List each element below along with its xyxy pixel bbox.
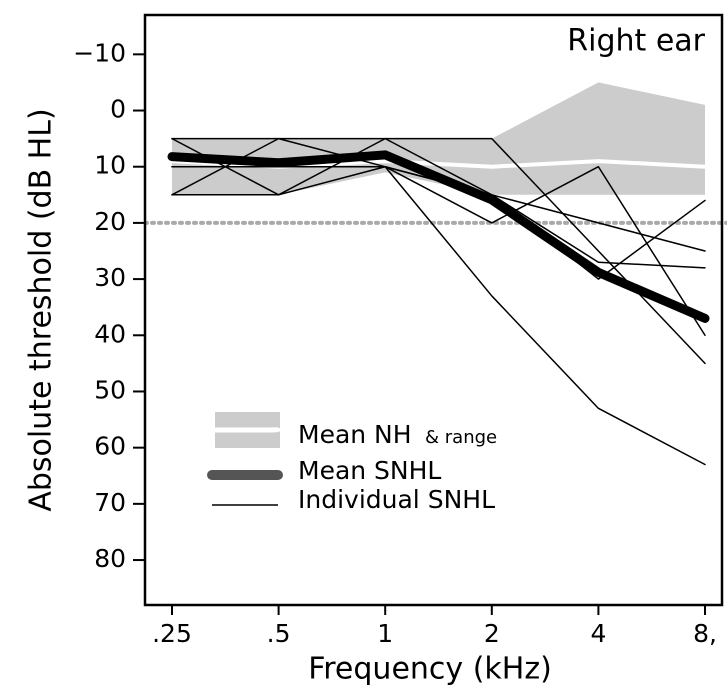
legend: Mean NH & range Mean SNHL Individual SNH… bbox=[207, 412, 497, 514]
y-tick-label: −10 bbox=[73, 38, 126, 67]
x-tick-label: 1 bbox=[377, 619, 393, 648]
y-axis-label: Absolute threshold (dB HL) bbox=[24, 108, 59, 511]
x-tick-label: .5 bbox=[267, 619, 291, 648]
plot-frame bbox=[143, 13, 724, 607]
x-tick-label: .25 bbox=[152, 619, 192, 648]
y-tick-label: 10 bbox=[94, 151, 126, 180]
legend-label: Mean NH bbox=[298, 420, 412, 449]
x-axis-label: Frequency (kHz) bbox=[308, 652, 552, 687]
y-tick-label: 0 bbox=[110, 95, 126, 124]
legend-label: & range bbox=[425, 427, 497, 448]
individual-line bbox=[171, 137, 706, 365]
y-tick-label: 40 bbox=[94, 319, 126, 348]
y-tick-label: 30 bbox=[94, 263, 126, 292]
x-tick-label: 2 bbox=[484, 619, 500, 648]
y-tick-label: 20 bbox=[94, 207, 126, 236]
snhl-mean-line bbox=[167, 150, 710, 323]
y-tick-label: 80 bbox=[94, 544, 126, 573]
plot-area bbox=[145, 82, 727, 466]
legend-nh-swatch bbox=[215, 426, 283, 433]
individual-line bbox=[171, 165, 706, 337]
x-tick-label: 4 bbox=[590, 619, 606, 648]
chart-title: Right ear bbox=[567, 24, 705, 59]
individual-line bbox=[171, 137, 706, 269]
legend-label: Individual SNHL bbox=[298, 485, 495, 514]
y-tick-label: 60 bbox=[94, 432, 126, 461]
y-tick-label: 70 bbox=[94, 488, 126, 517]
y-tick-label: 50 bbox=[94, 375, 126, 404]
legend-label: Mean SNHL bbox=[298, 456, 441, 485]
x-tick-label: 8, bbox=[693, 619, 717, 648]
